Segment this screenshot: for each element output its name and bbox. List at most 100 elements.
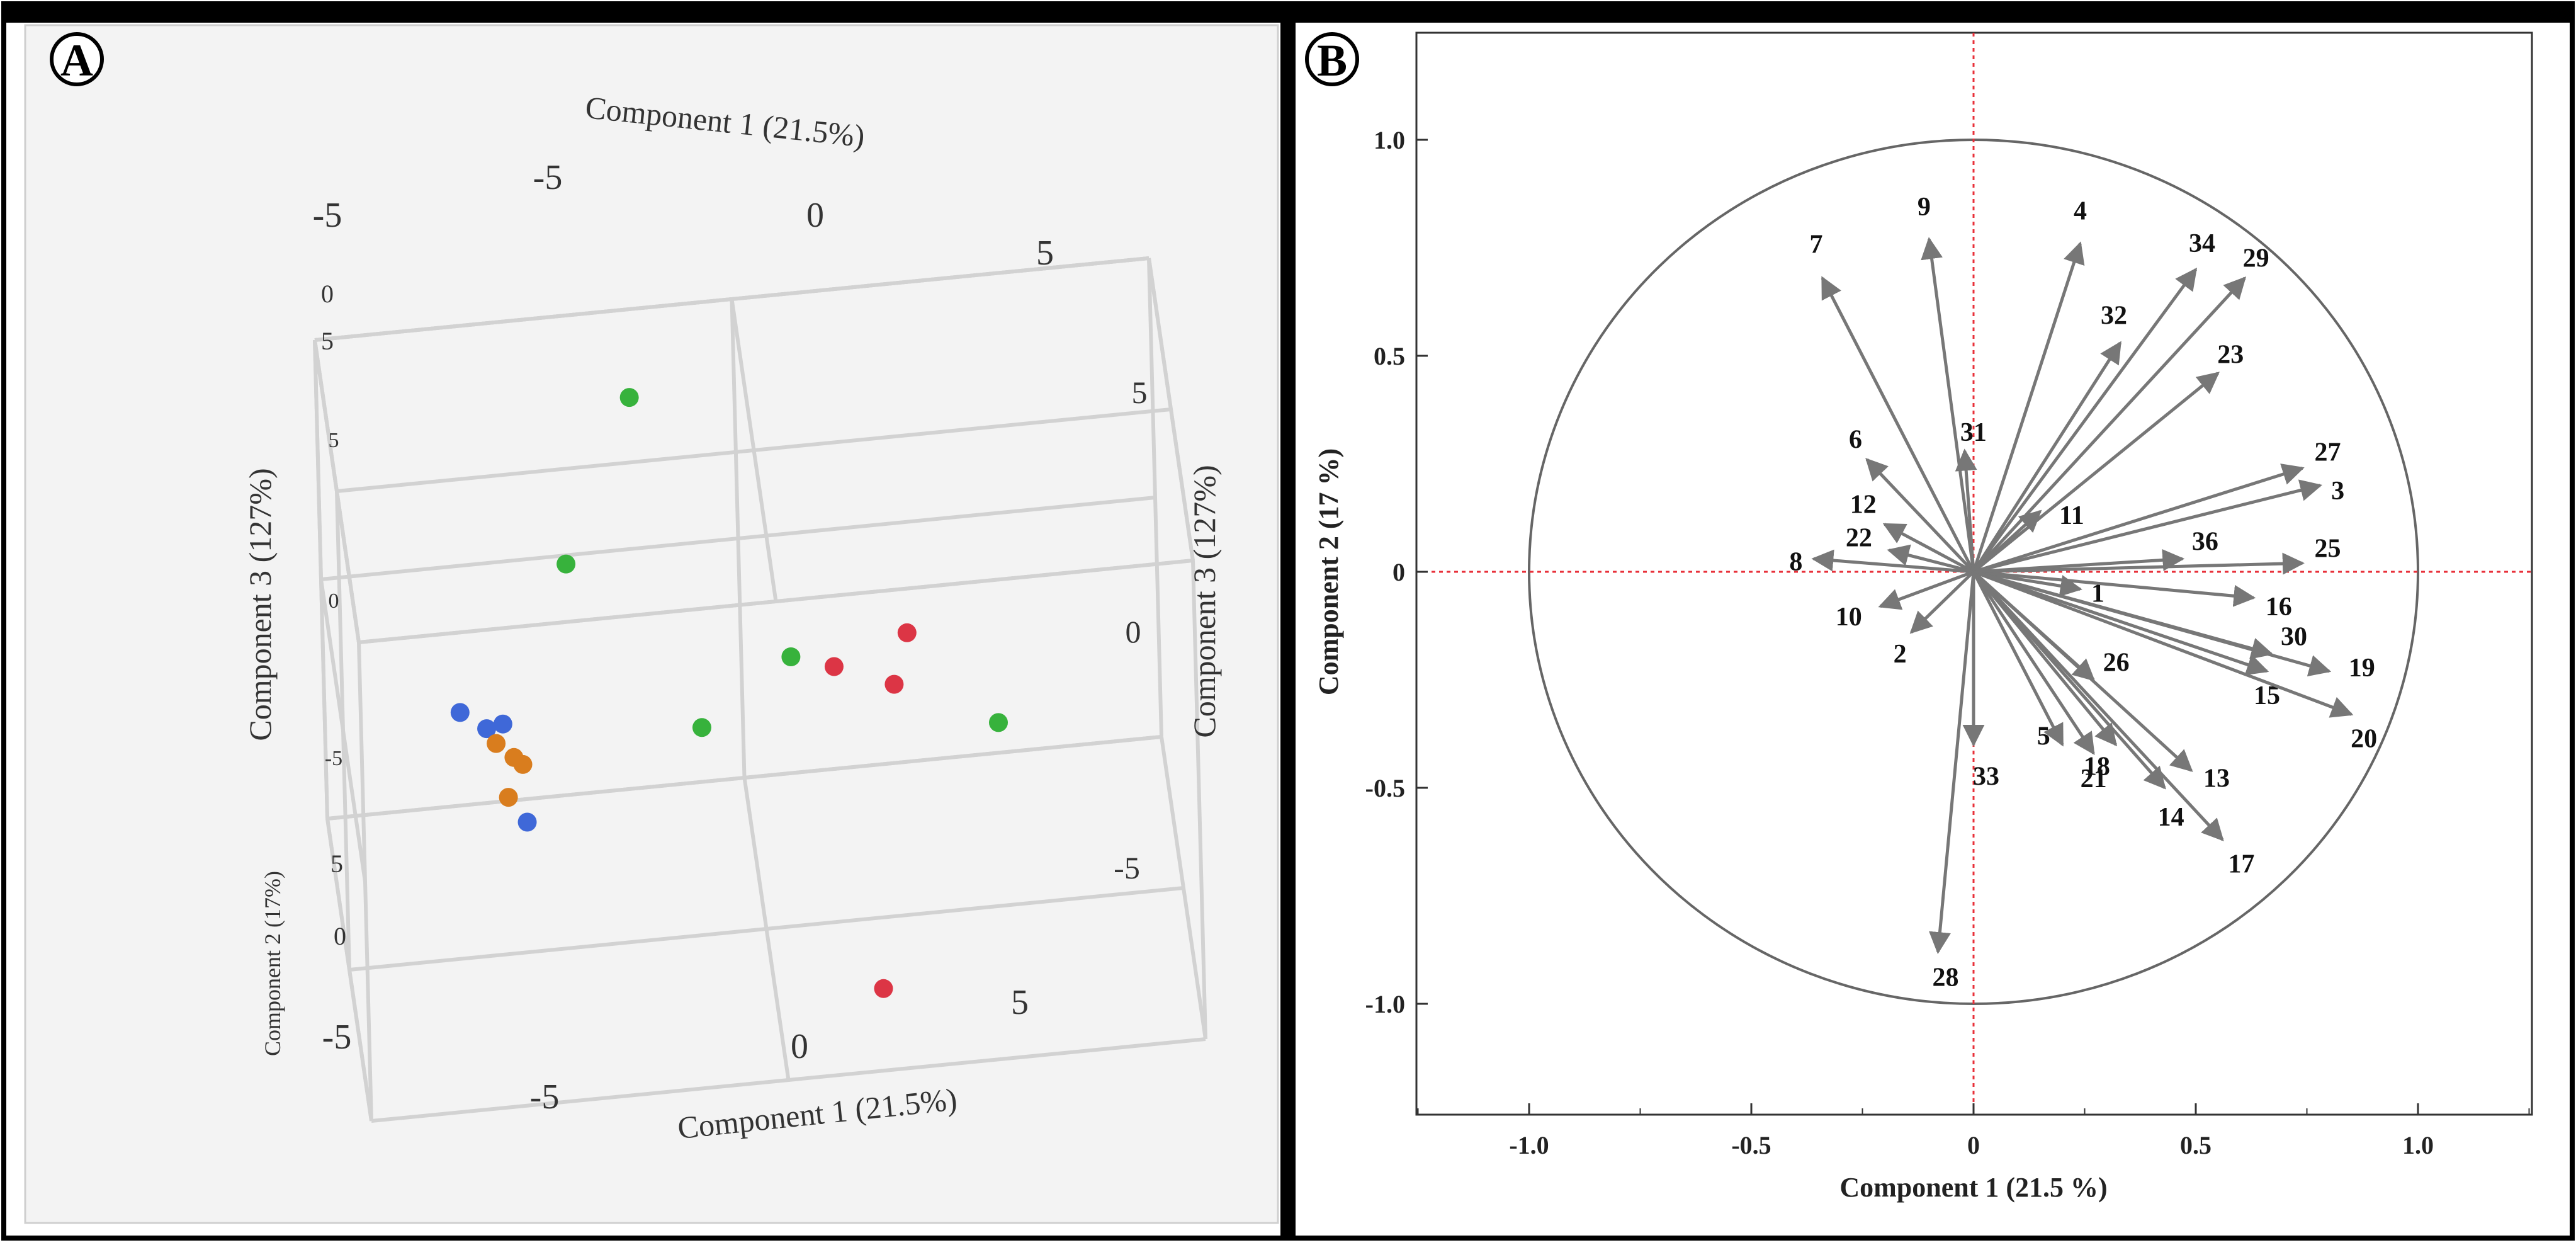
loading-vector-22 bbox=[1887, 544, 1974, 574]
tick-label-z-left: -5 bbox=[325, 747, 342, 770]
vector-label-28: 28 bbox=[1933, 964, 1959, 992]
loading-vector-25 bbox=[1973, 552, 2305, 575]
point-green bbox=[989, 713, 1008, 732]
point-red bbox=[824, 657, 844, 676]
panel-divider bbox=[1280, 4, 1296, 1238]
vector-label-34: 34 bbox=[2189, 229, 2215, 258]
loading-vector-28 bbox=[1929, 571, 1975, 955]
panel-a-background bbox=[24, 24, 1279, 1224]
loading-vector-34 bbox=[1972, 267, 2198, 573]
vector-label-17: 17 bbox=[2228, 850, 2254, 878]
vector-label-18: 18 bbox=[2084, 752, 2110, 781]
tick-label-z-right: 0 bbox=[1126, 614, 1141, 649]
loading-vector-20 bbox=[1973, 570, 2354, 718]
axis-label-y: Component 2 (17%) bbox=[260, 871, 285, 1056]
vector-label-7: 7 bbox=[1809, 230, 1822, 259]
tick-label-top: -5 bbox=[533, 158, 563, 197]
point-green bbox=[781, 647, 801, 666]
loading-vector-18 bbox=[1972, 571, 2118, 747]
tick-label-x: 5 bbox=[1011, 983, 1029, 1022]
vector-label-23: 23 bbox=[2217, 340, 2244, 369]
tick-label-z-left: 5 bbox=[329, 429, 339, 452]
axis-label-z-left: Component 3 (127%) bbox=[242, 468, 278, 741]
panel-label-a-group: A bbox=[50, 32, 104, 86]
loading-vector-27 bbox=[1973, 463, 2305, 574]
tick-label-left-top: -5 bbox=[313, 196, 342, 235]
vector-label-31: 31 bbox=[1960, 418, 1987, 447]
loading-vector-29 bbox=[1972, 276, 2247, 573]
panel-b-background bbox=[1298, 25, 2567, 1223]
vector-label-32: 32 bbox=[2101, 301, 2127, 330]
vector-label-26: 26 bbox=[2103, 649, 2130, 678]
loading-vector-7 bbox=[1821, 276, 1975, 573]
loading-vector-23 bbox=[1972, 372, 2220, 573]
vector-label-13: 13 bbox=[2203, 765, 2230, 793]
loading-vector-10 bbox=[1878, 570, 1974, 610]
vector-label-8: 8 bbox=[1789, 547, 1802, 576]
panel-a: Component 1 (21.5%)-505-50550-5Component… bbox=[24, 24, 1279, 1224]
vector-label-1: 1 bbox=[2091, 579, 2104, 608]
vector-label-6: 6 bbox=[1849, 426, 1862, 455]
point-blue bbox=[477, 719, 497, 739]
panel-label-b: B bbox=[1317, 35, 1347, 86]
point-blue bbox=[450, 703, 470, 722]
grid-line bbox=[327, 735, 1162, 821]
grid-line bbox=[371, 1037, 1206, 1123]
x-tick-label: 1.0 bbox=[2402, 1131, 2434, 1159]
loading-vector-15 bbox=[1973, 570, 2269, 676]
grid-line bbox=[358, 559, 1194, 644]
panel-label-a: A bbox=[60, 35, 93, 86]
vector-label-29: 29 bbox=[2243, 244, 2269, 273]
loading-vector-6 bbox=[1865, 458, 1975, 573]
grid-line bbox=[319, 579, 367, 882]
panel-b: -1.0 -0.5 0 0.5 1.0 1.0 0.5 0 -0.5 -1.0 Component … bbox=[1298, 25, 2567, 1223]
vector-label-14: 14 bbox=[2158, 803, 2184, 832]
loading-vector-36 bbox=[1973, 549, 2185, 574]
x-tick-label: 0 bbox=[1967, 1131, 1980, 1159]
point-green bbox=[619, 388, 639, 407]
point-green bbox=[556, 554, 576, 574]
tick-label-left-top: 5 bbox=[321, 327, 334, 355]
point-orange bbox=[513, 754, 533, 774]
tick-label-x: -5 bbox=[530, 1077, 560, 1117]
vector-label-5: 5 bbox=[2037, 722, 2050, 751]
loading-vector-2 bbox=[1909, 571, 1975, 634]
vector-label-12: 12 bbox=[1850, 491, 1877, 520]
loading-vector-4 bbox=[1972, 241, 2085, 572]
loading-vector-3 bbox=[1973, 479, 2323, 574]
x-tick-label: 0.5 bbox=[2180, 1131, 2212, 1159]
vector-label-10: 10 bbox=[1836, 603, 1862, 632]
panel-a-labels: Component 1 (21.5%)-505-50550-5Component… bbox=[242, 89, 1222, 1146]
vector-label-25: 25 bbox=[2314, 534, 2341, 563]
axis-label-z-right: Component 3 (127%) bbox=[1187, 465, 1222, 737]
vector-label-27: 27 bbox=[2314, 438, 2341, 467]
grid-line bbox=[336, 407, 1172, 493]
panel-label-a-circle bbox=[50, 32, 104, 86]
grid-line bbox=[314, 256, 1150, 342]
vector-label-20: 20 bbox=[2351, 724, 2377, 753]
panel-label-b-group: B bbox=[1305, 32, 1359, 86]
y-tick-label: 0 bbox=[1393, 558, 1405, 586]
panel-label-b-circle bbox=[1305, 32, 1359, 86]
y-tick-label: -1.0 bbox=[1365, 990, 1405, 1018]
grid-line bbox=[320, 496, 1156, 581]
y-axis-label: Component 2 (17 %) bbox=[1313, 448, 1344, 695]
panel-a-3d-cube bbox=[313, 256, 1207, 1123]
vector-label-4: 4 bbox=[2074, 197, 2087, 226]
grid-line bbox=[313, 339, 329, 819]
x-tick-label: -0.5 bbox=[1731, 1131, 1771, 1159]
grid-line bbox=[325, 818, 373, 1122]
tick-label-z-right: -5 bbox=[1114, 850, 1140, 885]
point-red bbox=[884, 674, 904, 694]
tick-label-y: 5 bbox=[330, 850, 343, 878]
tick-label-top: 5 bbox=[1036, 234, 1054, 273]
y-tick-label: 0.5 bbox=[1374, 342, 1405, 370]
grid-line bbox=[1191, 560, 1207, 1040]
vector-label-33: 33 bbox=[1973, 762, 1999, 791]
grid-line bbox=[349, 886, 1184, 972]
point-red bbox=[897, 623, 917, 642]
point-orange bbox=[487, 734, 506, 753]
x-axis-label: Component 1 (21.5 %) bbox=[1839, 1172, 2107, 1203]
loading-vector-26 bbox=[1972, 571, 2096, 681]
